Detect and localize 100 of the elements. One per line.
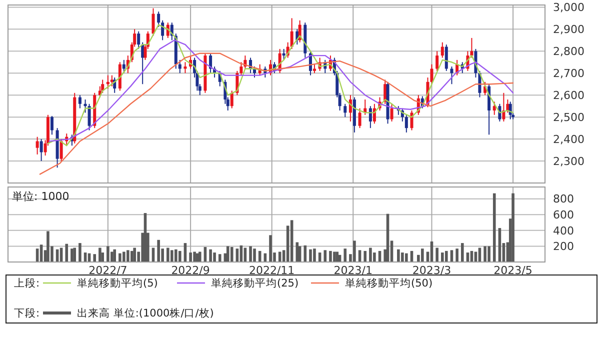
bar [460,243,464,262]
candlestick [344,103,347,118]
bar [364,250,367,262]
y-axis-title: 単位: 1000 [12,190,70,203]
bar [113,249,116,262]
candlestick [492,101,496,116]
candlestick [444,44,448,72]
candlestick [50,115,54,136]
bar [157,240,160,262]
candlestick [152,8,155,36]
candlestick [178,59,182,74]
bar [436,248,438,262]
candlestick [40,138,43,162]
bar [170,250,174,262]
candlestick [110,74,114,87]
bar [313,248,316,262]
bar [492,193,496,262]
bar [484,246,486,262]
candlestick [506,98,510,114]
bar [78,243,82,262]
bar [304,245,307,262]
candlestick [157,11,160,28]
line-series [39,52,514,175]
legend-label: 出来高 単位:(1000株/口/枚) [77,306,214,320]
x-tick-label: 2022/9 [171,264,210,277]
y-tick-label: 800 [553,192,574,206]
text: 上段: [14,276,40,290]
candlestick [470,37,474,58]
candlestick [358,108,362,129]
candlestick [60,138,63,162]
bar [512,193,514,262]
candlestick [184,62,187,74]
y-tick-label: 600 [553,208,574,222]
bar [126,250,130,262]
bar [178,250,182,262]
candlestick [384,79,387,104]
bar [226,246,230,262]
bar [189,252,192,262]
bar [230,247,234,262]
candlestick [101,79,104,94]
bar [133,248,136,262]
bar [106,246,110,262]
x-tick-label: 2023/5 [494,264,532,277]
bar [369,248,372,262]
candlestick [240,62,243,76]
candlestick [230,90,234,109]
y-tick-label: 2,400 [553,132,584,146]
y-tick-label: 2,900 [553,23,584,36]
candlestick [137,30,140,50]
text: 下段: [14,308,40,320]
bar [329,250,332,262]
bar [353,240,356,262]
bar [118,253,122,262]
y-tick-label: 200 [553,240,574,254]
y-tick-label: 2,700 [553,66,584,80]
candlestick [410,110,414,131]
bar [174,249,178,262]
legend-label: 単純移動平均(25) [211,278,299,290]
x-tick-label: 2023/3 [412,264,452,277]
bar [444,250,448,262]
bar [324,250,327,262]
candlestick [390,103,394,122]
bar [456,248,458,262]
y-tick-label: 2,800 [553,45,584,58]
y-tick-label: 2,300 [553,154,584,168]
bar [198,252,202,262]
candlestick [88,103,91,131]
bar [344,248,347,262]
candlestick [450,66,454,85]
y-tick-label: 2,500 [553,110,584,124]
candlestick [436,50,439,72]
bar [213,252,216,262]
candlestick [36,136,39,155]
candlestick [404,114,408,133]
candlestick [440,42,444,58]
x-tick-label: 2022/11 [248,264,295,277]
bar [488,246,490,262]
bar [253,248,256,262]
candlestick [290,18,294,50]
candlestick [430,64,434,85]
bar [193,252,196,262]
legend-label: 単純移動平均(50) [345,278,433,290]
bar [405,253,408,262]
bar [46,231,50,262]
bar [401,252,404,262]
bar [397,249,400,262]
bar [93,254,96,262]
bar [122,252,126,262]
legend-label: 単純移動平均(5) [77,278,158,290]
candlestick [282,48,286,60]
bar [269,235,272,262]
bar [440,252,444,262]
bar [65,244,68,262]
candlestick [122,59,126,74]
y-tick-label: 2,600 [553,88,584,102]
bar [209,249,212,262]
x-tick-label: 2023/1 [334,264,372,277]
bar [98,248,102,262]
bar [421,248,424,262]
bar [218,254,222,262]
